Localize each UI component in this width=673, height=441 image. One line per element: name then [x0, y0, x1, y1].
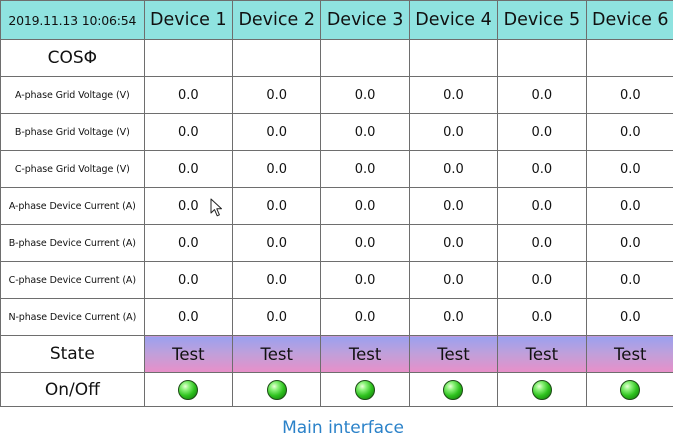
- green-led-icon[interactable]: [531, 379, 552, 400]
- device-6-header: Device 6: [585, 0, 673, 40]
- table-row: A-phase Device Current (A) 0.0 0.0 0.0 0…: [0, 187, 673, 225]
- value-cell: 0.0: [320, 224, 410, 262]
- state-test-button-3[interactable]: Test: [320, 335, 410, 373]
- green-led-icon[interactable]: [443, 379, 464, 400]
- table-row: C-phase Grid Voltage (V) 0.0 0.0 0.0 0.0…: [0, 150, 673, 188]
- value-cell: 0.0: [232, 113, 322, 151]
- value-cell: 0.0: [585, 224, 673, 262]
- row-label: C-phase Grid Voltage (V): [0, 150, 145, 188]
- cos-phi-cell: [497, 39, 587, 77]
- value-cell: 0.0: [232, 298, 322, 336]
- green-led-icon[interactable]: [355, 379, 376, 400]
- value-cell: 0.0: [497, 187, 587, 225]
- value-cell: 0.0: [408, 187, 499, 225]
- value-cell: 0.0: [143, 261, 234, 299]
- value-cell: 0.0: [232, 261, 322, 299]
- value-cell: 0.0: [320, 76, 410, 114]
- state-test-button-4[interactable]: Test: [408, 335, 499, 373]
- value-cell: 0.0: [232, 187, 322, 225]
- value-cell: 0.0: [585, 150, 673, 188]
- value-cell: 0.0: [143, 76, 234, 114]
- header-row: 2019.11.13 10:06:54 Device 1 Device 2 De…: [0, 0, 673, 40]
- value-cell: 0.0: [143, 150, 234, 188]
- cos-phi-row: COSΦ: [0, 39, 673, 77]
- table-row: C-phase Device Current (A) 0.0 0.0 0.0 0…: [0, 261, 673, 299]
- value-cell: 0.0: [408, 76, 499, 114]
- table-row: A-phase Grid Voltage (V) 0.0 0.0 0.0 0.0…: [0, 76, 673, 114]
- on-off-toggle-4[interactable]: [408, 372, 499, 407]
- value-cell: 0.0: [143, 224, 234, 262]
- on-off-toggle-5[interactable]: [497, 372, 587, 407]
- device-1-header: Device 1: [143, 0, 234, 40]
- figure-caption: Main interface: [282, 418, 404, 438]
- value-cell: 0.0: [497, 76, 587, 114]
- green-led-icon[interactable]: [266, 379, 287, 400]
- cos-phi-cell: [408, 39, 499, 77]
- cos-phi-cell: [320, 39, 410, 77]
- cos-phi-label: COSΦ: [0, 39, 145, 77]
- on-off-toggle-3[interactable]: [320, 372, 410, 407]
- on-off-toggle-1[interactable]: [143, 372, 234, 407]
- table-row: B-phase Device Current (A) 0.0 0.0 0.0 0…: [0, 224, 673, 262]
- value-cell: 0.0: [143, 298, 234, 336]
- row-label: B-phase Grid Voltage (V): [0, 113, 145, 151]
- value-cell: 0.0: [320, 187, 410, 225]
- cos-phi-cell: [585, 39, 673, 77]
- on-off-row: On/Off: [0, 372, 673, 407]
- main-interface-panel: 2019.11.13 10:06:54 Device 1 Device 2 De…: [0, 0, 673, 407]
- row-label: A-phase Grid Voltage (V): [0, 76, 145, 114]
- state-test-button-1[interactable]: Test: [143, 335, 234, 373]
- value-cell: 0.0: [497, 150, 587, 188]
- value-cell: 0.0: [408, 150, 499, 188]
- value-cell: 0.0: [320, 150, 410, 188]
- value-cell: 0.0: [585, 76, 673, 114]
- value-cell: 0.0: [408, 224, 499, 262]
- value-cell: 0.0: [232, 76, 322, 114]
- device-2-header: Device 2: [232, 0, 322, 40]
- cos-phi-cell: [232, 39, 322, 77]
- value-cell: 0.0: [320, 113, 410, 151]
- value-cell: 0.0: [143, 113, 234, 151]
- table-row: B-phase Grid Voltage (V) 0.0 0.0 0.0 0.0…: [0, 113, 673, 151]
- value-cell: 0.0: [497, 298, 587, 336]
- state-test-button-2[interactable]: Test: [232, 335, 322, 373]
- row-label: B-phase Device Current (A): [0, 224, 145, 262]
- green-led-icon[interactable]: [620, 379, 641, 400]
- row-label: N-phase Device Current (A): [0, 298, 145, 336]
- value-cell: 0.0: [408, 113, 499, 151]
- device-5-header: Device 5: [497, 0, 587, 40]
- value-cell: 0.0: [232, 224, 322, 262]
- device-4-header: Device 4: [408, 0, 499, 40]
- green-led-icon[interactable]: [178, 379, 199, 400]
- row-label: C-phase Device Current (A): [0, 261, 145, 299]
- value-cell: 0.0: [585, 261, 673, 299]
- value-cell: 0.0: [408, 261, 499, 299]
- mouse-pointer-icon: [210, 198, 222, 217]
- on-off-toggle-6[interactable]: [585, 372, 673, 407]
- row-label: A-phase Device Current (A): [0, 187, 145, 225]
- cos-phi-cell: [143, 39, 234, 77]
- value-cell: 0.0: [497, 113, 587, 151]
- state-test-button-5[interactable]: Test: [497, 335, 587, 373]
- state-row: State Test Test Test Test Test Test: [0, 335, 673, 373]
- value-cell: 0.0: [497, 261, 587, 299]
- on-off-toggle-2[interactable]: [232, 372, 322, 407]
- value-cell: 0.0: [320, 261, 410, 299]
- device-3-header: Device 3: [320, 0, 410, 40]
- table-row: N-phase Device Current (A) 0.0 0.0 0.0 0…: [0, 298, 673, 336]
- device-status-table: 2019.11.13 10:06:54 Device 1 Device 2 De…: [0, 0, 673, 407]
- value-cell: 0.0: [497, 224, 587, 262]
- value-cell: 0.0: [585, 113, 673, 151]
- on-off-label: On/Off: [0, 372, 145, 407]
- value-cell: 0.0: [585, 298, 673, 336]
- value-cell: 0.0: [232, 150, 322, 188]
- value-cell: 0.0: [408, 298, 499, 336]
- state-label: State: [0, 335, 145, 373]
- value-cell: 0.0: [585, 187, 673, 225]
- value-cell: 0.0: [320, 298, 410, 336]
- state-test-button-6[interactable]: Test: [585, 335, 673, 373]
- timestamp: 2019.11.13 10:06:54: [0, 0, 145, 40]
